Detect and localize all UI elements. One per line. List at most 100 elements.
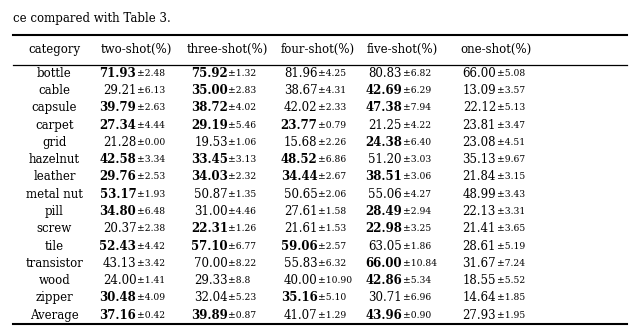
- Text: 24.38: 24.38: [365, 136, 402, 149]
- Text: 48.52: 48.52: [281, 153, 317, 166]
- Text: ±1.86: ±1.86: [403, 241, 431, 251]
- Text: 38.67: 38.67: [284, 84, 317, 97]
- Text: 24.00: 24.00: [102, 274, 136, 287]
- Text: metal nut: metal nut: [26, 188, 83, 201]
- Text: 21.41: 21.41: [463, 222, 496, 235]
- Text: 48.99: 48.99: [462, 188, 496, 201]
- Text: transistor: transistor: [26, 257, 83, 270]
- Text: ±3.57: ±3.57: [497, 86, 525, 95]
- Text: ±1.53: ±1.53: [318, 224, 346, 233]
- Text: screw: screw: [36, 222, 72, 235]
- Text: ±1.26: ±1.26: [228, 224, 257, 233]
- Text: 43.13: 43.13: [102, 257, 136, 270]
- Text: 14.64: 14.64: [462, 291, 496, 304]
- Text: ±5.46: ±5.46: [228, 121, 257, 130]
- Text: three-shot(%): three-shot(%): [187, 43, 269, 56]
- Text: 71.93: 71.93: [100, 67, 136, 80]
- Text: 21.84: 21.84: [463, 170, 496, 184]
- Text: zipper: zipper: [36, 291, 73, 304]
- Text: ±1.85: ±1.85: [497, 293, 525, 302]
- Text: 55.06: 55.06: [368, 188, 402, 201]
- Text: 22.31: 22.31: [191, 222, 228, 235]
- Text: ±3.25: ±3.25: [403, 224, 431, 233]
- Text: 51.20: 51.20: [369, 153, 402, 166]
- Text: ±3.47: ±3.47: [497, 121, 525, 130]
- Text: pill: pill: [45, 205, 64, 218]
- Text: ±3.43: ±3.43: [497, 190, 525, 199]
- Text: two-shot(%): two-shot(%): [100, 43, 172, 56]
- Text: 30.48: 30.48: [100, 291, 136, 304]
- Text: 29.76: 29.76: [100, 170, 136, 184]
- Text: ±1.95: ±1.95: [497, 310, 525, 320]
- Text: carpet: carpet: [35, 119, 74, 132]
- Text: ±1.58: ±1.58: [318, 207, 346, 216]
- Text: 50.87: 50.87: [194, 188, 228, 201]
- Text: 42.58: 42.58: [100, 153, 136, 166]
- Text: 41.07: 41.07: [284, 308, 317, 322]
- Text: ±5.34: ±5.34: [403, 276, 431, 285]
- Text: 23.08: 23.08: [463, 136, 496, 149]
- Text: ±10.84: ±10.84: [403, 259, 436, 268]
- Text: ±6.96: ±6.96: [403, 293, 431, 302]
- Text: ±4.09: ±4.09: [137, 293, 165, 302]
- Text: ±6.32: ±6.32: [318, 259, 346, 268]
- Text: 20.37: 20.37: [102, 222, 136, 235]
- Text: 70.00: 70.00: [194, 257, 228, 270]
- Text: 23.81: 23.81: [463, 119, 496, 132]
- Text: 52.43: 52.43: [99, 239, 136, 253]
- Text: 66.00: 66.00: [462, 67, 496, 80]
- Text: Average: Average: [30, 308, 79, 322]
- Text: ±3.34: ±3.34: [137, 155, 165, 164]
- Text: 53.17: 53.17: [100, 188, 136, 201]
- Text: 80.83: 80.83: [369, 67, 402, 80]
- Text: ±2.83: ±2.83: [228, 86, 257, 95]
- Text: ±6.48: ±6.48: [137, 207, 165, 216]
- Text: 33.45: 33.45: [191, 153, 228, 166]
- Text: ±2.53: ±2.53: [137, 172, 165, 182]
- Text: five-shot(%): five-shot(%): [366, 43, 438, 56]
- Text: ±1.41: ±1.41: [137, 276, 165, 285]
- Text: bottle: bottle: [37, 67, 72, 80]
- Text: ±0.00: ±0.00: [137, 138, 165, 147]
- Text: ±0.79: ±0.79: [318, 121, 346, 130]
- Text: 29.33: 29.33: [194, 274, 228, 287]
- Text: 31.67: 31.67: [462, 257, 496, 270]
- Text: 27.93: 27.93: [462, 308, 496, 322]
- Text: ±3.06: ±3.06: [403, 172, 431, 182]
- Text: 22.12: 22.12: [463, 101, 496, 115]
- Text: ±6.77: ±6.77: [228, 241, 257, 251]
- Text: 34.80: 34.80: [100, 205, 136, 218]
- Text: 50.65: 50.65: [284, 188, 317, 201]
- Text: 23.77: 23.77: [280, 119, 317, 132]
- Text: cable: cable: [38, 84, 70, 97]
- Text: 29.19: 29.19: [191, 119, 228, 132]
- Text: ±4.22: ±4.22: [403, 121, 431, 130]
- Text: tile: tile: [45, 239, 64, 253]
- Text: 18.55: 18.55: [463, 274, 496, 287]
- Text: one-shot(%): one-shot(%): [460, 43, 532, 56]
- Text: ±7.24: ±7.24: [497, 259, 525, 268]
- Text: ±2.38: ±2.38: [137, 224, 165, 233]
- Text: 34.03: 34.03: [191, 170, 228, 184]
- Text: ±1.29: ±1.29: [318, 310, 346, 320]
- Text: ±2.26: ±2.26: [318, 138, 346, 147]
- Text: ±2.63: ±2.63: [137, 103, 165, 113]
- Text: 35.00: 35.00: [191, 84, 228, 97]
- Text: 30.71: 30.71: [368, 291, 402, 304]
- Text: ±4.42: ±4.42: [137, 241, 165, 251]
- Text: 22.13: 22.13: [463, 205, 496, 218]
- Text: ±3.03: ±3.03: [403, 155, 431, 164]
- Text: ±6.13: ±6.13: [137, 86, 165, 95]
- Text: ±0.90: ±0.90: [403, 310, 431, 320]
- Text: ±5.52: ±5.52: [497, 276, 525, 285]
- Text: 42.69: 42.69: [365, 84, 402, 97]
- Text: ±6.29: ±6.29: [403, 86, 431, 95]
- Text: 28.61: 28.61: [463, 239, 496, 253]
- Text: 21.61: 21.61: [284, 222, 317, 235]
- Text: four-shot(%): four-shot(%): [280, 43, 355, 56]
- Text: ±4.31: ±4.31: [318, 86, 346, 95]
- Text: 22.98: 22.98: [365, 222, 402, 235]
- Text: 27.61: 27.61: [284, 205, 317, 218]
- Text: 38.51: 38.51: [365, 170, 402, 184]
- Text: 21.25: 21.25: [369, 119, 402, 132]
